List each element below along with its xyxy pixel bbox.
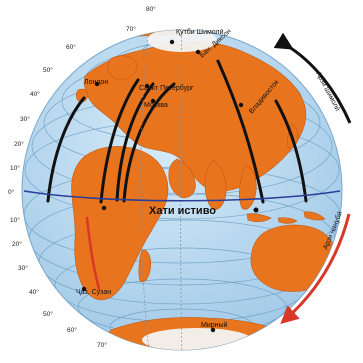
lat-equator: 0° — [8, 188, 15, 196]
label-moscow: Москва — [144, 102, 168, 109]
lat-south-40: 40° — [29, 288, 39, 296]
label-london: Лондон — [84, 79, 108, 86]
latitude-labels-north: 80° 70° 60° 50° 40° 30° 20° 10° 0° — [8, 5, 156, 196]
city-dots — [81, 39, 244, 333]
lat-north-60: 60° — [66, 43, 76, 51]
southern-red-arc — [85, 216, 101, 291]
equator-point-left — [101, 205, 107, 211]
equator-label: Хати истиво — [149, 205, 216, 217]
lat-north-70: 70° — [126, 25, 136, 33]
lat-north-10: 10° — [10, 164, 20, 172]
label-cape-town-isle: Ҷаз. Сузан — [76, 289, 111, 296]
equator-point — [253, 207, 259, 213]
label-saint-petersburg: Санкт Петербург — [139, 84, 194, 92]
equator-line — [23, 190, 341, 202]
lat-north-50: 50° — [43, 66, 53, 74]
lat-south-30: 30° — [18, 264, 28, 272]
latitude-labels-south: 10° 20° 30° 40° 50° 60° 70° — [10, 216, 107, 349]
lat-north-30: 30° — [20, 115, 30, 123]
lat-north-20: 20° — [14, 140, 24, 148]
label-mirny: Мирный — [201, 321, 228, 329]
lat-south-60: 60° — [67, 326, 77, 334]
lat-north-80: 80° — [146, 5, 156, 13]
lat-north-40: 40° — [30, 90, 40, 98]
lat-south-70: 70° — [97, 341, 107, 349]
lat-south-10: 10° — [10, 216, 20, 224]
label-north-pole: Қутби Шимолӣ — [176, 28, 224, 36]
meridian-arcs — [46, 59, 308, 204]
reference-meridians — [140, 30, 183, 350]
lat-south-20: 20° — [12, 240, 22, 248]
north-latitude-arrow — [273, 32, 352, 124]
lat-south-50: 50° — [43, 310, 53, 318]
south-latitude-arrow — [280, 213, 351, 325]
